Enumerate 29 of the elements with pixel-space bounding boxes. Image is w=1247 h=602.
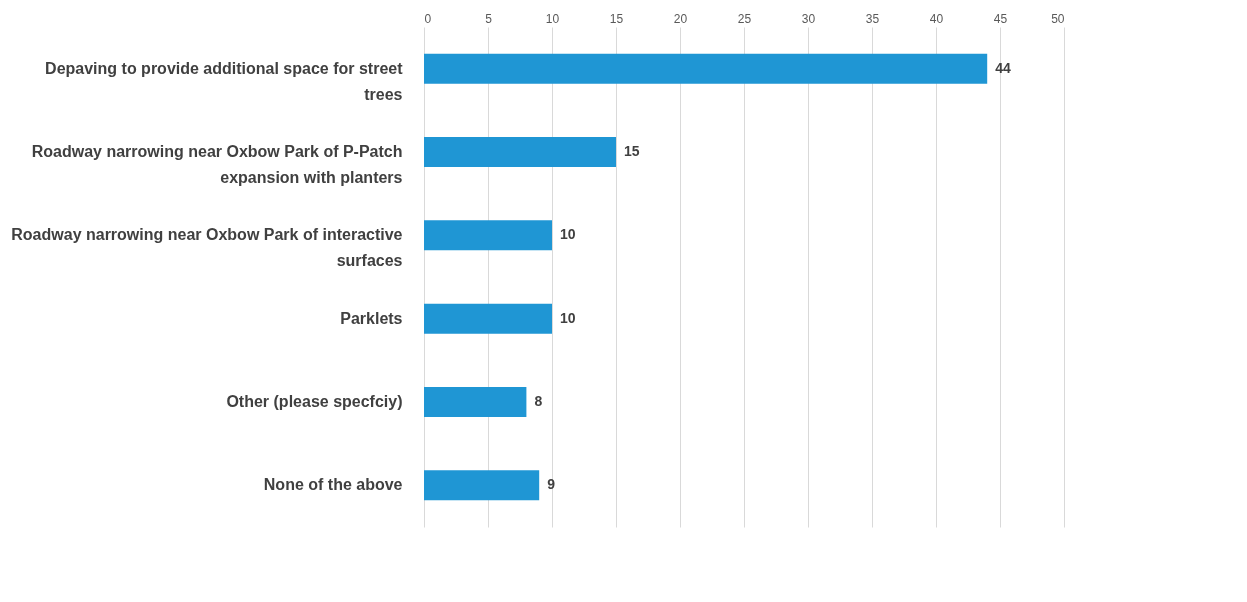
x-tick-label: 40 (929, 11, 944, 26)
y-tick-label: Parklets (340, 309, 403, 327)
x-tick-label: 50 (1051, 11, 1065, 26)
data-label: 15 (624, 143, 640, 159)
bar (424, 303, 552, 334)
bar (424, 137, 616, 167)
x-tick-label: 45 (993, 11, 1008, 26)
data-label: 44 (995, 59, 1011, 76)
data-label: 10 (560, 309, 576, 326)
data-label: 8 (534, 393, 543, 409)
bar (424, 53, 988, 84)
x-tick-label: 0 (424, 11, 432, 26)
x-tick-label: 25 (737, 11, 752, 26)
y-tick-label: Depaving to provide additional space for street trees (45, 59, 404, 103)
y-tick-label: None of the above (263, 476, 403, 494)
x-tick-label: 35 (865, 11, 880, 26)
data-label: 10 (560, 226, 576, 243)
bar (424, 470, 540, 501)
y-tick-label: Other (please specfciy) (226, 393, 403, 410)
y-tick-label: Roadway narrowing near Oxbow Park of interactive surfaces (11, 226, 403, 270)
x-tick-label: 5 (485, 11, 493, 26)
bar (424, 220, 552, 251)
data-label: 9 (547, 476, 556, 493)
x-tick-label: 30 (801, 11, 816, 26)
x-tick-label: 10 (545, 11, 560, 26)
y-tick-label: Roadway narrowing near Oxbow Park of P-Patch expansion with planters (31, 143, 403, 186)
x-tick-label: 15 (609, 11, 624, 26)
x-tick-label: 20 (673, 11, 688, 26)
bar (424, 387, 527, 417)
